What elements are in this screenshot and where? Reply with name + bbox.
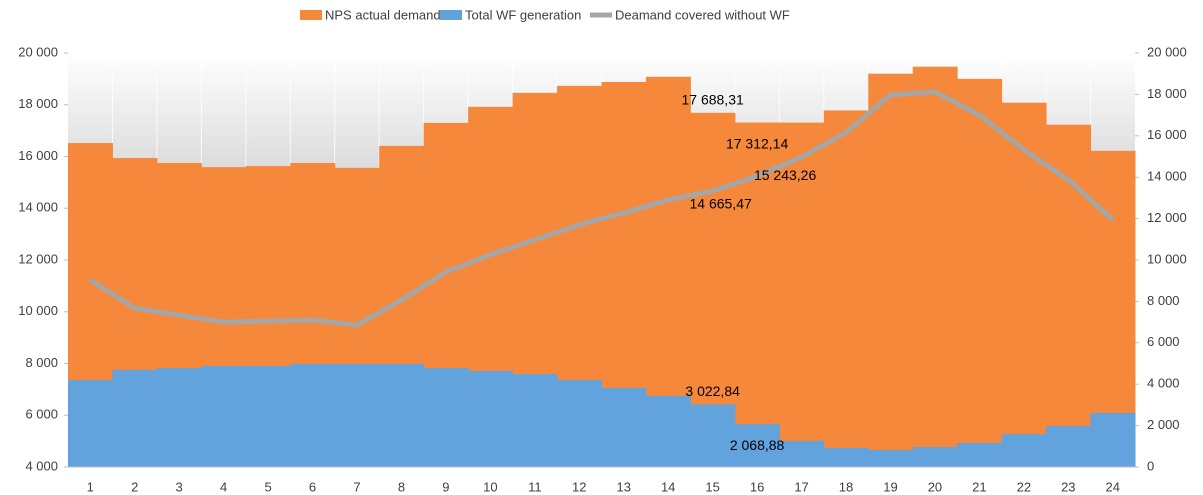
- x-tick-label: 8: [398, 479, 405, 494]
- legend-label: Total WF generation: [465, 7, 581, 22]
- bar: [423, 368, 469, 467]
- y-tick-label: 8 000: [25, 355, 58, 370]
- line: [88, 89, 1115, 328]
- y-tick-label: 6 000: [25, 407, 58, 422]
- bar: [1090, 412, 1136, 467]
- bar: [823, 447, 869, 467]
- bar: [912, 66, 958, 468]
- legend-label: NPS actual demand: [325, 7, 441, 22]
- bar: [201, 365, 247, 467]
- x-tick-label: 5: [264, 479, 271, 494]
- y-tick-label: 4 000: [25, 458, 58, 473]
- bar: [645, 395, 691, 467]
- data-label: 17 312,14: [726, 135, 788, 151]
- x-tick-label: 11: [528, 479, 542, 494]
- bar: [112, 369, 158, 467]
- bar: [1001, 102, 1047, 468]
- bar: [68, 380, 113, 467]
- y2-tick-label: 2 000: [1147, 417, 1180, 432]
- y-tick-label: 18 000: [18, 96, 58, 111]
- bar: [1046, 124, 1092, 467]
- data-label: 2 068,88: [730, 437, 785, 453]
- y2-tick-label: 14 000: [1147, 169, 1187, 184]
- data-label: 17 688,31: [681, 92, 743, 108]
- bar: [156, 368, 202, 467]
- x-tick-label: 12: [572, 479, 586, 494]
- y-tick-label: 10 000: [18, 303, 58, 318]
- x-tick-label: 10: [483, 479, 497, 494]
- x-tick-label: 18: [839, 479, 853, 494]
- x-tick-label: 2: [131, 479, 138, 494]
- bar: [468, 370, 514, 467]
- data-label: 14 665,47: [689, 196, 751, 212]
- x-tick-label: 17: [794, 479, 808, 494]
- bar: [334, 363, 380, 467]
- bar: [1001, 434, 1047, 467]
- x-tick-label: 22: [1017, 479, 1031, 494]
- data-label: 3 022,84: [685, 383, 740, 399]
- bar: [245, 365, 291, 467]
- legend-swatch: [440, 10, 462, 20]
- bar: [734, 424, 780, 467]
- x-tick-label: 15: [705, 479, 719, 494]
- bar: [601, 387, 647, 467]
- x-tick-label: 4: [220, 479, 227, 494]
- y2-tick-label: 0: [1147, 458, 1154, 473]
- y-tick-label: 16 000: [18, 148, 58, 163]
- x-tick-label: 20: [928, 479, 942, 494]
- bar: [379, 363, 425, 467]
- x-tick-label: 7: [353, 479, 360, 494]
- x-tick-label: 23: [1061, 479, 1075, 494]
- y2-tick-label: 12 000: [1147, 210, 1187, 225]
- y2-tick-label: 20 000: [1147, 44, 1187, 59]
- bar: [512, 374, 558, 467]
- x-tick-label: 16: [750, 479, 764, 494]
- legend-label: Deamand covered without WF: [615, 7, 790, 22]
- x-tick-label: 9: [442, 479, 449, 494]
- x-tick-label: 13: [616, 479, 630, 494]
- x-tick-label: 14: [661, 479, 675, 494]
- y2-tick-label: 16 000: [1147, 127, 1187, 142]
- y2-tick-label: 6 000: [1147, 334, 1180, 349]
- data-label: 15 243,26: [754, 167, 816, 183]
- bar: [557, 380, 602, 467]
- y2-tick-label: 18 000: [1147, 86, 1187, 101]
- bar: [1046, 426, 1092, 467]
- bar: [823, 110, 869, 467]
- x-tick-label: 6: [309, 479, 316, 494]
- bar: [912, 446, 958, 467]
- x-tick-label: 3: [176, 479, 183, 494]
- bar: [290, 363, 336, 467]
- y2-tick-label: 4 000: [1147, 376, 1180, 391]
- x-tick-label: 21: [972, 479, 986, 494]
- x-tick-label: 1: [87, 479, 94, 494]
- legend-swatch: [300, 10, 322, 20]
- y-tick-label: 12 000: [18, 251, 58, 266]
- y-tick-label: 20 000: [18, 44, 58, 59]
- y2-tick-label: 10 000: [1147, 251, 1187, 266]
- bar: [868, 73, 914, 467]
- x-tick-label: 19: [883, 479, 897, 494]
- y-tick-label: 14 000: [18, 200, 58, 215]
- bar: [690, 404, 736, 467]
- bar: [779, 440, 825, 467]
- y2-tick-label: 8 000: [1147, 293, 1180, 308]
- bar: [957, 78, 1003, 467]
- bar: [779, 122, 825, 467]
- x-tick-label: 24: [1106, 479, 1120, 494]
- bar: [868, 450, 914, 467]
- bar: [957, 442, 1003, 467]
